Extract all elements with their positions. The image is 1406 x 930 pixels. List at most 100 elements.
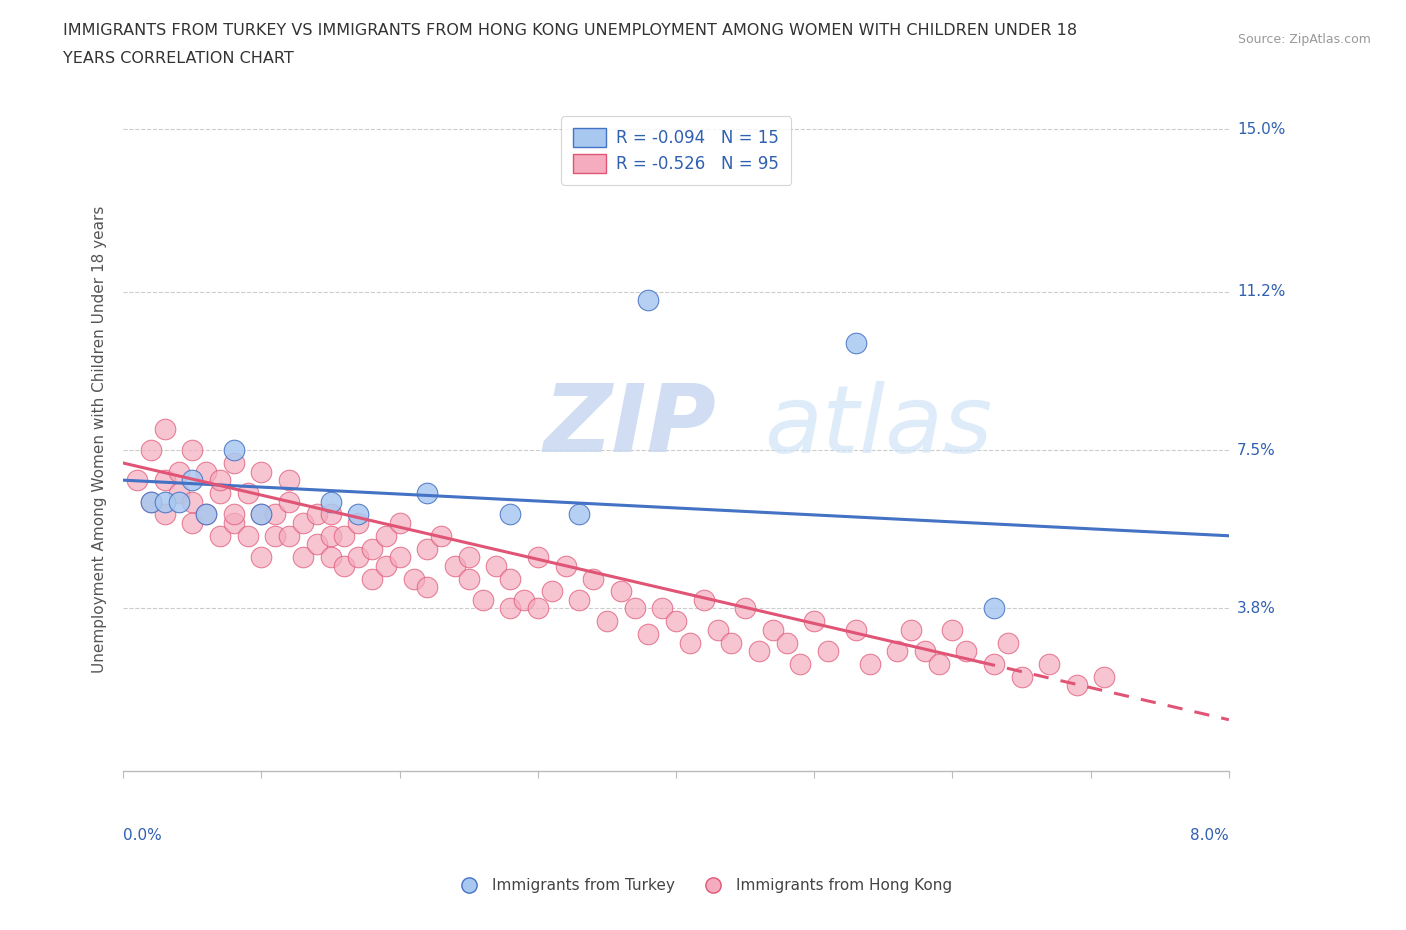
Point xyxy=(236,485,259,500)
Point xyxy=(181,472,204,487)
Point xyxy=(527,601,550,616)
Text: 0.0%: 0.0% xyxy=(124,828,162,844)
Point xyxy=(222,456,245,471)
Point xyxy=(278,528,301,543)
Point xyxy=(596,614,619,629)
Point xyxy=(775,635,797,650)
Point xyxy=(527,550,550,565)
Point xyxy=(706,622,728,637)
Point xyxy=(623,601,645,616)
Point xyxy=(845,622,868,637)
Point xyxy=(388,515,411,530)
Point xyxy=(513,592,536,607)
Point xyxy=(900,622,922,637)
Y-axis label: Unemployment Among Women with Children Under 18 years: Unemployment Among Women with Children U… xyxy=(93,206,107,673)
Text: 3.8%: 3.8% xyxy=(1237,601,1277,616)
Point xyxy=(997,635,1019,650)
Point xyxy=(139,494,162,509)
Point xyxy=(789,657,811,671)
Point xyxy=(582,571,605,586)
Point xyxy=(222,443,245,458)
Text: 7.5%: 7.5% xyxy=(1237,443,1275,458)
Point xyxy=(471,592,494,607)
Point xyxy=(983,657,1005,671)
Point xyxy=(347,507,370,522)
Text: 11.2%: 11.2% xyxy=(1237,285,1285,299)
Point xyxy=(208,472,231,487)
Point xyxy=(181,443,204,458)
Point xyxy=(347,550,370,565)
Point xyxy=(1094,670,1116,684)
Point xyxy=(195,464,218,479)
Point xyxy=(679,635,702,650)
Point xyxy=(250,507,273,522)
Point xyxy=(485,558,508,573)
Point xyxy=(333,528,356,543)
Point xyxy=(139,494,162,509)
Text: Source: ZipAtlas.com: Source: ZipAtlas.com xyxy=(1237,33,1371,46)
Point xyxy=(734,601,756,616)
Point xyxy=(361,541,384,556)
Text: IMMIGRANTS FROM TURKEY VS IMMIGRANTS FROM HONG KONG UNEMPLOYMENT AMONG WOMEN WIT: IMMIGRANTS FROM TURKEY VS IMMIGRANTS FRO… xyxy=(63,23,1077,38)
Point xyxy=(153,472,176,487)
Point xyxy=(208,528,231,543)
Point xyxy=(250,507,273,522)
Point xyxy=(250,550,273,565)
Point xyxy=(291,515,314,530)
Point xyxy=(1066,678,1088,693)
Point xyxy=(250,464,273,479)
Point xyxy=(153,507,176,522)
Point xyxy=(651,601,673,616)
Point xyxy=(236,528,259,543)
Point xyxy=(139,443,162,458)
Point xyxy=(430,528,453,543)
Point xyxy=(181,494,204,509)
Point xyxy=(181,515,204,530)
Point xyxy=(374,558,396,573)
Point xyxy=(416,485,439,500)
Point xyxy=(305,507,328,522)
Point xyxy=(914,644,936,658)
Point xyxy=(499,571,522,586)
Point xyxy=(153,421,176,436)
Point xyxy=(499,507,522,522)
Point xyxy=(928,657,950,671)
Point xyxy=(319,528,342,543)
Legend: R = -0.094   N = 15, R = -0.526   N = 95: R = -0.094 N = 15, R = -0.526 N = 95 xyxy=(561,116,790,185)
Point xyxy=(955,644,977,658)
Point xyxy=(540,584,562,599)
Text: YEARS CORRELATION CHART: YEARS CORRELATION CHART xyxy=(63,51,294,66)
Text: 15.0%: 15.0% xyxy=(1237,122,1285,137)
Point xyxy=(637,627,659,642)
Point xyxy=(568,507,591,522)
Point xyxy=(1038,657,1060,671)
Point xyxy=(499,601,522,616)
Point xyxy=(762,622,785,637)
Legend: Immigrants from Turkey, Immigrants from Hong Kong: Immigrants from Turkey, Immigrants from … xyxy=(447,872,959,899)
Point xyxy=(1011,670,1033,684)
Point xyxy=(222,515,245,530)
Point xyxy=(457,550,479,565)
Point xyxy=(610,584,633,599)
Point xyxy=(444,558,467,573)
Point xyxy=(195,507,218,522)
Point xyxy=(264,507,287,522)
Point xyxy=(319,507,342,522)
Point xyxy=(291,550,314,565)
Point xyxy=(305,537,328,551)
Point xyxy=(167,485,190,500)
Point xyxy=(665,614,688,629)
Point xyxy=(153,494,176,509)
Point xyxy=(568,592,591,607)
Point xyxy=(278,472,301,487)
Text: atlas: atlas xyxy=(765,380,993,472)
Text: ZIP: ZIP xyxy=(543,380,716,472)
Point xyxy=(222,507,245,522)
Point xyxy=(374,528,396,543)
Point xyxy=(416,541,439,556)
Point xyxy=(554,558,576,573)
Point xyxy=(167,494,190,509)
Text: 8.0%: 8.0% xyxy=(1189,828,1229,844)
Point xyxy=(845,336,868,351)
Point xyxy=(748,644,770,658)
